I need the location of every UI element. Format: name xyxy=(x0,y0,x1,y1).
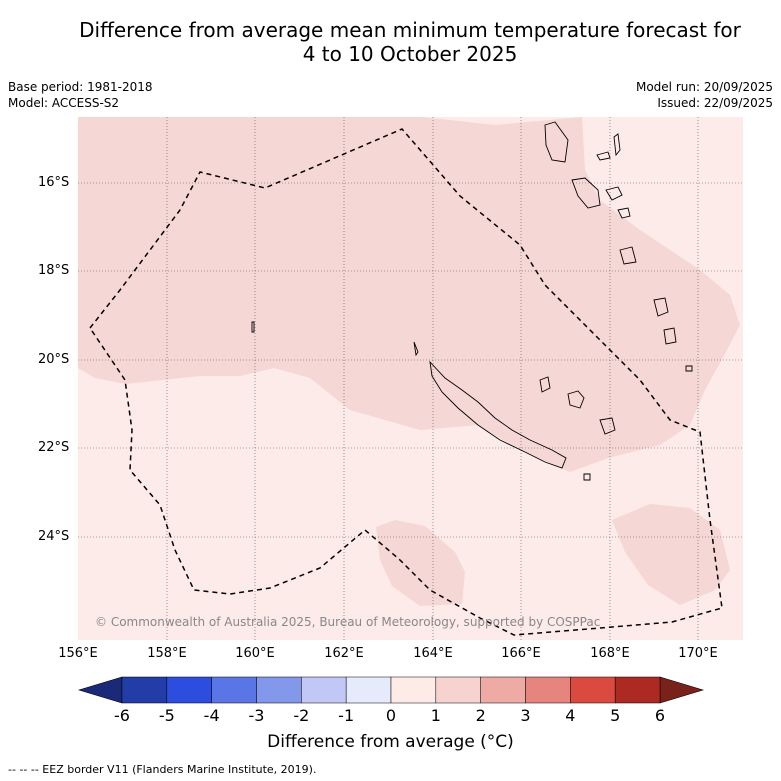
model-run: Model run: 20/09/2025 xyxy=(635,80,773,94)
vanuatu-island-8 xyxy=(653,297,669,317)
vanuatu-island-2 xyxy=(571,177,601,209)
colorbar-tick-10: 4 xyxy=(565,706,576,725)
colorbar-bin-4 xyxy=(301,676,347,704)
lat-label-16s: 16°S xyxy=(38,175,70,190)
colorbar-tick-1: -5 xyxy=(158,706,175,725)
vanuatu-island-7 xyxy=(619,246,637,265)
issued-date: Issued: 22/09/2025 xyxy=(657,96,773,110)
eez-border xyxy=(89,128,723,636)
title-line-1: Difference from average mean minimum tem… xyxy=(79,18,741,42)
lon-label-164e: 164°E xyxy=(413,646,453,661)
lat-label-22s: 22°S xyxy=(38,440,70,455)
lat-label-20s: 20°S xyxy=(38,352,70,367)
colorbar-tick-4: -2 xyxy=(293,706,310,725)
map-grid xyxy=(78,117,743,640)
colorbar-bin-11 xyxy=(614,676,661,704)
colorbar-tick-11: 5 xyxy=(610,706,621,725)
lat-label-18s: 18°S xyxy=(38,263,70,278)
new-caledonia-coast xyxy=(429,360,567,469)
meta-left: Base period: 1981-2018 Model: ACCESS-S2 xyxy=(8,79,153,111)
colorbar-bin-8 xyxy=(480,676,526,704)
lon-label-170e: 170°E xyxy=(678,646,718,661)
vanuatu-island-5 xyxy=(613,133,621,157)
lat-label-24s: 24°S xyxy=(38,529,70,544)
meta-right: Model run: 20/09/2025 Issued: 22/09/2025 xyxy=(636,79,773,111)
colorbar-title: Difference from average (°C) xyxy=(267,732,514,752)
vanuatu-island-4 xyxy=(605,186,623,201)
anomaly-region-south xyxy=(376,520,465,606)
colorbar-extend-low xyxy=(77,676,123,704)
coastlines xyxy=(251,121,693,481)
title-line-2: 4 to 10 October 2025 xyxy=(302,42,518,66)
vanuatu-island-9 xyxy=(663,327,677,345)
colorbar-bin-0 xyxy=(121,676,168,704)
colorbar xyxy=(77,676,705,704)
lon-label-160e: 160°E xyxy=(235,646,275,661)
lon-label-158e: 158°E xyxy=(147,646,187,661)
loyalty-island-2 xyxy=(567,390,585,409)
matthew-island xyxy=(583,473,591,481)
colorbar-tick-6: 0 xyxy=(385,706,397,725)
colorbar-tick-12: 6 xyxy=(654,706,666,725)
model-name: Model: ACCESS-S2 xyxy=(8,96,120,110)
lon-label-162e: 162°E xyxy=(324,646,364,661)
colorbar-tick-5: -1 xyxy=(338,706,355,725)
colorbar-tick-8: 2 xyxy=(475,706,486,725)
colorbar-extend-high xyxy=(659,676,705,704)
vanuatu-island-1 xyxy=(544,121,569,163)
colorbar-bin-7 xyxy=(435,676,481,704)
map-copyright: © Commonwealth of Australia 2025, Bureau… xyxy=(95,615,600,629)
vanuatu-island-6 xyxy=(617,207,631,219)
colorbar-tick-0: -6 xyxy=(114,706,130,725)
loyalty-island-3 xyxy=(599,417,616,435)
chesterfield-island xyxy=(251,321,255,333)
lon-label-156e: 156°E xyxy=(58,646,98,661)
lon-label-168e: 168°E xyxy=(590,646,630,661)
eez-legend: -- -- -- EEZ border V11 (Flanders Marine… xyxy=(8,763,317,776)
anomaly-region-main xyxy=(78,117,740,472)
vanuatu-island-10 xyxy=(685,365,693,372)
loyalty-island-1 xyxy=(539,376,551,393)
colorbar-bin-9 xyxy=(525,676,571,704)
colorbar-tick-9: 3 xyxy=(520,706,531,725)
colorbar-tick-2: -4 xyxy=(203,706,220,725)
vanuatu-island-3 xyxy=(596,151,611,161)
belep-island xyxy=(413,341,419,357)
colorbar-bin-3 xyxy=(256,676,302,704)
colorbar-tick-7: 1 xyxy=(430,706,441,725)
chart-title: Difference from average mean minimum tem… xyxy=(40,18,780,66)
colorbar-bin-6 xyxy=(390,676,437,704)
base-period: Base period: 1981-2018 xyxy=(8,80,153,94)
colorbar-tick-3: -3 xyxy=(248,706,265,725)
colorbar-bin-1 xyxy=(166,676,212,704)
colorbar-bin-2 xyxy=(211,676,257,704)
lon-label-166e: 166°E xyxy=(501,646,541,661)
anomaly-region-southeast xyxy=(612,504,730,605)
colorbar-bin-5 xyxy=(345,676,392,704)
colorbar-bin-10 xyxy=(570,676,616,704)
